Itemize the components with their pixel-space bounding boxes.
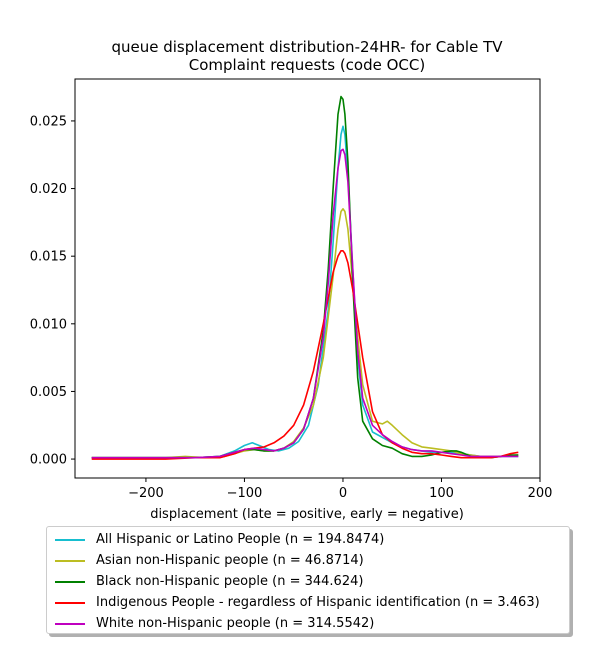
x-tick-label: 0 xyxy=(339,486,347,501)
series-line xyxy=(91,250,519,460)
x-axis: −200 −100 0 100 200 xyxy=(128,478,552,501)
y-tick-label: 0.020 xyxy=(30,182,67,197)
legend-swatch xyxy=(55,580,85,583)
legend-label: All Hispanic or Latino People (n = 194.8… xyxy=(96,532,385,547)
x-tick-label: −100 xyxy=(227,486,263,501)
x-tick-label: −200 xyxy=(128,486,164,501)
x-axis-label: displacement (late = positive, early = n… xyxy=(150,507,464,522)
chart-title-line-1: queue displacement distribution-24HR- fo… xyxy=(111,38,503,56)
series-line xyxy=(91,125,519,459)
legend-label: Indigenous People - regardless of Hispan… xyxy=(96,595,540,610)
legend: All Hispanic or Latino People (n = 194.8… xyxy=(46,526,570,634)
y-tick-label: 0.015 xyxy=(30,250,67,265)
plot-frame xyxy=(74,78,541,479)
legend-item: Black non-Hispanic people (n = 344.624) xyxy=(55,571,561,592)
legend-label: Asian non-Hispanic people (n = 46.8714) xyxy=(96,553,364,568)
plot-lines xyxy=(91,95,519,460)
legend-item: All Hispanic or Latino People (n = 194.8… xyxy=(55,529,561,550)
chart-title-line-2: Complaint requests (code OCC) xyxy=(189,56,425,74)
series-line xyxy=(91,148,519,459)
x-tick-label: 200 xyxy=(528,486,553,501)
y-tick-label: 0.005 xyxy=(30,385,67,400)
legend-item: Asian non-Hispanic people (n = 46.8714) xyxy=(55,550,561,571)
legend-swatch xyxy=(55,559,85,562)
x-tick-label: 100 xyxy=(429,486,454,501)
legend-label: White non-Hispanic people (n = 314.5542) xyxy=(96,616,375,631)
legend-item: White non-Hispanic people (n = 314.5542) xyxy=(55,613,561,634)
y-axis: 0.000 0.005 0.010 0.015 0.020 0.025 xyxy=(30,114,75,468)
series-line xyxy=(91,208,519,459)
legend-swatch xyxy=(55,538,85,541)
y-tick-label: 0.025 xyxy=(30,114,67,129)
legend-item: Indigenous People - regardless of Hispan… xyxy=(55,592,561,613)
series-line xyxy=(91,95,519,459)
legend-swatch xyxy=(55,622,85,625)
y-tick-label: 0.010 xyxy=(30,317,67,332)
legend-label: Black non-Hispanic people (n = 344.624) xyxy=(96,574,364,589)
y-tick-label: 0.000 xyxy=(30,453,67,468)
legend-swatch xyxy=(55,601,85,604)
